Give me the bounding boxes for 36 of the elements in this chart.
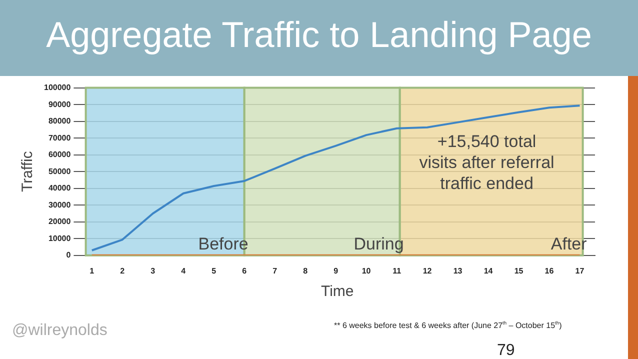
annotation: +15,540 total visits after referral traffic ended [419,132,554,193]
x-tick-label: 17 [575,266,585,276]
y-tick-label: 90000 [48,100,72,109]
y-tick-label: 0 [66,250,72,260]
x-tick-label: 4 [181,266,186,276]
x-tick-label: 12 [422,266,432,276]
y-tick-label: 40000 [48,184,72,193]
x-tick-label: 11 [392,266,402,276]
x-tick-label: 10 [362,266,372,276]
x-tick-label: 13 [453,266,463,276]
x-tick-label: 15 [514,266,524,276]
y-tick-label: 30000 [48,200,72,210]
x-tick-label: 3 [150,266,156,276]
x-tick-label: 5 [212,266,217,276]
band-label: During [354,234,404,254]
chart-title: Aggregate Traffic to Landing Page [45,14,593,56]
x-axis-title: Time [320,283,354,300]
x-tick-label: 1 [90,266,95,276]
band-label: After [550,234,588,254]
y-tick-label: 70000 [48,133,72,142]
x-tick-label: 9 [334,266,339,276]
x-tick-label: 2 [120,266,126,276]
y-tick-label: 10000 [48,234,72,243]
y-tick-label: 20000 [48,217,72,226]
text: @wilreynolds [12,322,108,340]
text: 79 [497,342,515,359]
x-tick-label: 6 [242,266,248,276]
y-tick-label: 100000 [44,83,72,92]
x-tick-label: 7 [272,266,278,276]
y-tick-label: 50000 [48,166,72,176]
x-tick-label: 16 [544,266,554,276]
y-tick-label: 80000 [48,116,72,126]
x-tick-label: 14 [484,266,494,276]
y-axis-title: Traffic [19,150,36,192]
y-tick-label: 60000 [48,150,72,160]
x-tick-label: 8 [303,266,308,276]
